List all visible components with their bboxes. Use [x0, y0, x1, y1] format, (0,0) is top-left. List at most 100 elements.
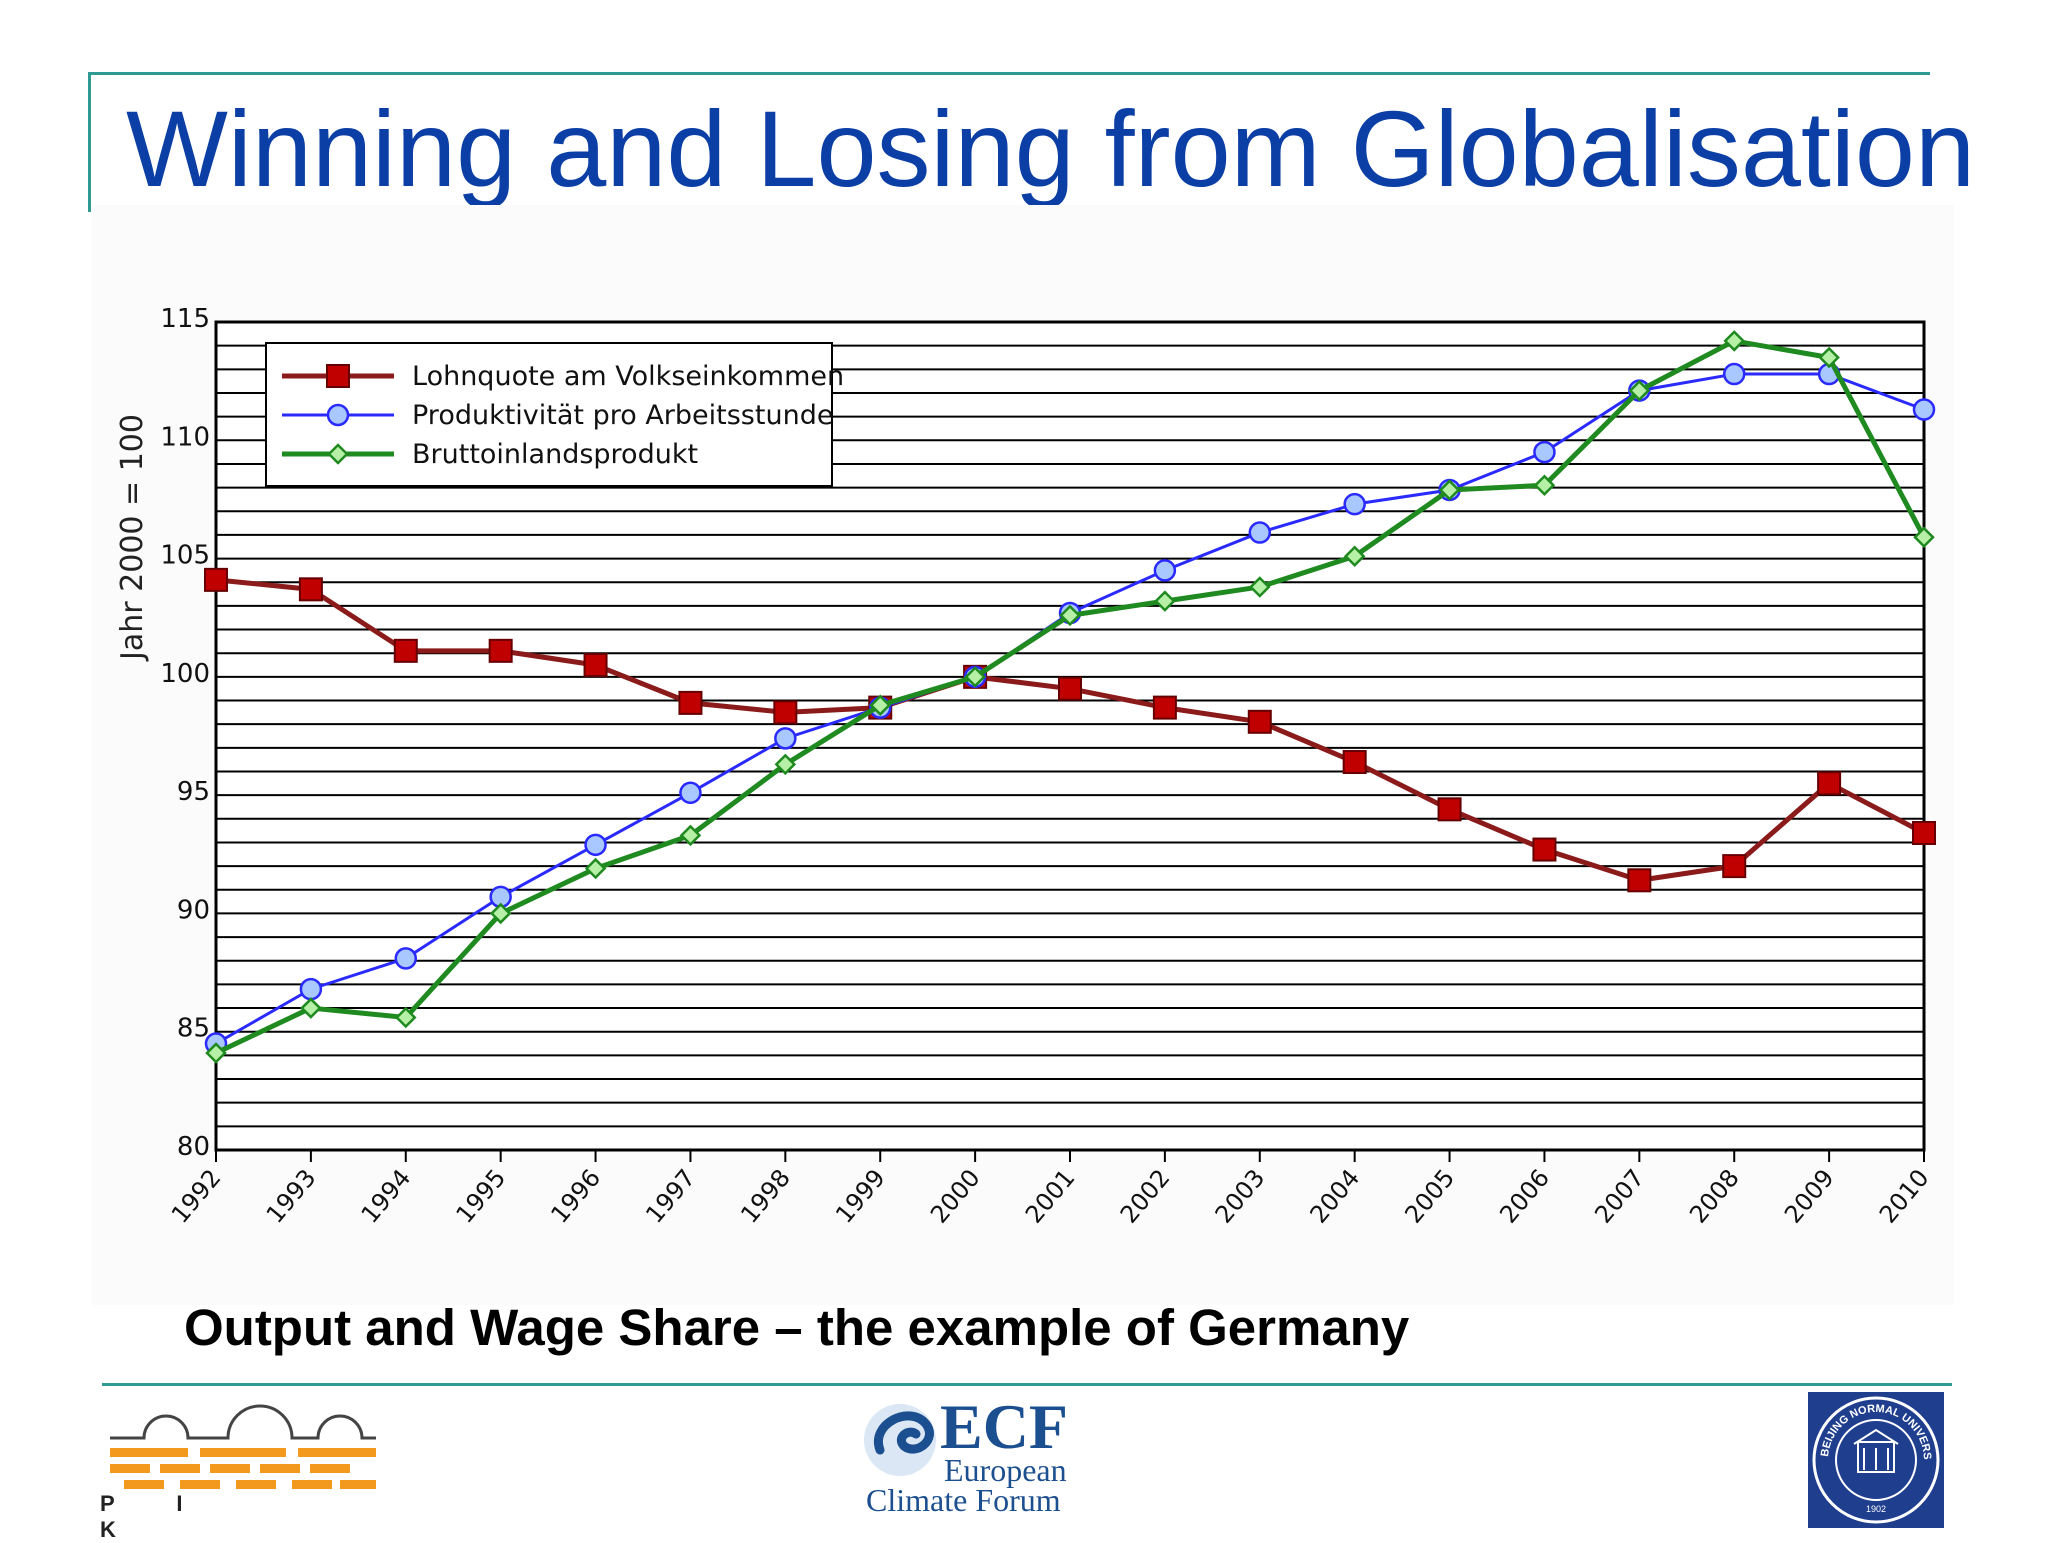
y-tick-label: 80 — [177, 1132, 210, 1162]
data-point-square — [326, 364, 350, 388]
x-tick-label: 2004 — [1305, 1164, 1366, 1229]
x-tick-label: 1993 — [261, 1164, 322, 1229]
bnu-year: 1902 — [1866, 1504, 1886, 1514]
data-point-square — [1247, 709, 1272, 734]
data-point-square — [488, 638, 513, 663]
x-tick-label: 1999 — [830, 1164, 891, 1229]
x-tick-label: 2001 — [1020, 1164, 1081, 1229]
ecf-name-line2: Climate Forum — [866, 1482, 1061, 1518]
data-point-diamond — [1533, 474, 1556, 497]
data-point-square — [1532, 837, 1557, 862]
x-tick-label: 1995 — [451, 1164, 512, 1229]
data-point-diamond — [679, 824, 702, 847]
data-point-square — [1722, 854, 1747, 879]
data-point-diamond — [1059, 604, 1081, 627]
x-tick-label: 2003 — [1210, 1164, 1271, 1229]
data-point-square — [1058, 676, 1082, 701]
data-point-square — [583, 653, 608, 678]
data-point-diamond — [1818, 346, 1840, 369]
series-2 — [205, 330, 1935, 1064]
data-point-circle — [774, 727, 797, 750]
x-tick-label: 1997 — [640, 1164, 701, 1229]
data-point-diamond — [1913, 526, 1935, 549]
data-point-circle — [394, 947, 418, 970]
data-point-square — [1912, 820, 1936, 845]
pik-label: P I K — [100, 1491, 211, 1542]
data-point-square — [1817, 771, 1842, 796]
x-tick-label: 2010 — [1874, 1164, 1935, 1229]
x-tick-label: 2000 — [925, 1164, 986, 1229]
data-point-diamond — [1343, 545, 1366, 567]
data-point-circle — [326, 403, 350, 427]
title-side-rule — [88, 72, 91, 212]
data-point-circle — [584, 833, 607, 857]
data-point-diamond — [205, 1042, 227, 1064]
series — [204, 330, 1936, 1064]
y-tick-label: 115 — [160, 304, 210, 334]
data-point-diamond — [869, 694, 891, 717]
x-tick-label: 1996 — [545, 1164, 606, 1229]
x-tick-label: 1994 — [356, 1164, 417, 1229]
data-point-diamond — [584, 857, 607, 880]
title-top-rule — [88, 72, 1930, 75]
data-point-diamond — [1438, 479, 1461, 501]
data-point-square — [1342, 750, 1367, 775]
ecf-abbr: ECF — [940, 1391, 1068, 1462]
data-point-square — [298, 577, 323, 602]
data-point-diamond — [1723, 330, 1745, 352]
ecf-swirl-icon — [864, 1404, 936, 1476]
chart-panel: 80 85 90 95 100 105 110 115 Jahr 2000 = 100 1992 1… — [92, 205, 1954, 1305]
data-point-square — [393, 638, 418, 663]
ecf-name-line1: European — [944, 1452, 1067, 1488]
slide-title: Winning and Losing from Globalisation — [126, 88, 1976, 209]
data-point-circle — [1153, 559, 1177, 582]
y-tick-label: 110 — [160, 422, 210, 452]
data-point-diamond — [327, 443, 349, 465]
x-tick-label: 2008 — [1684, 1164, 1745, 1229]
data-point-diamond — [300, 997, 322, 1019]
y-tick-label: 100 — [160, 659, 210, 689]
bnu-seal-icon: BEIJING NORMAL UNIVERSITY 1902 — [1808, 1392, 1944, 1528]
data-point-diamond — [1249, 576, 1271, 598]
data-point-diamond — [489, 902, 512, 925]
data-point-diamond — [1628, 379, 1651, 402]
x-tick-label: 2006 — [1494, 1164, 1555, 1229]
legend-label: Bruttoinlandsprodukt — [412, 439, 698, 470]
y-tick-label: 90 — [177, 895, 210, 925]
data-point-square — [1437, 797, 1462, 822]
data-point-square — [204, 567, 228, 592]
data-point-circle — [1912, 398, 1936, 421]
y-tick-label: 95 — [177, 777, 210, 807]
x-tick-label: 2007 — [1589, 1164, 1650, 1229]
data-point-square — [1627, 868, 1652, 893]
data-point-circle — [299, 977, 323, 1001]
chart-subtitle: Output and Wage Share – the example of G… — [184, 1299, 1410, 1356]
data-point-circle — [1248, 521, 1272, 544]
x-tick-label: 1998 — [735, 1164, 796, 1229]
x-tick-label: 2005 — [1399, 1164, 1460, 1229]
footer-rule — [102, 1383, 1952, 1386]
data-point-circle — [1722, 362, 1746, 386]
legend: Lohnquote am Volkseinkommen Produktivität… — [265, 342, 844, 487]
data-point-square — [678, 690, 703, 715]
y-tick-label: 105 — [160, 541, 210, 571]
line-chart: 80 85 90 95 100 105 110 115 Jahr 2000 = 100 1992 1… — [115, 304, 1936, 1229]
series-0 — [204, 567, 1936, 893]
data-point-diamond — [774, 753, 797, 776]
legend-label: Produktivität pro Arbeitsstunde — [412, 400, 833, 431]
data-point-circle — [1533, 440, 1556, 464]
x-tick-label: 1992 — [166, 1164, 227, 1229]
data-point-diamond — [1154, 590, 1176, 612]
data-point-circle — [679, 781, 702, 805]
legend-label: Lohnquote am Volkseinkommen — [412, 361, 844, 392]
x-tick-label: 2009 — [1779, 1164, 1840, 1229]
data-point-diamond — [395, 1006, 417, 1029]
data-point-circle — [1343, 492, 1366, 516]
data-point-square — [1152, 695, 1177, 720]
data-point-square — [773, 700, 798, 725]
data-point-diamond — [964, 666, 986, 688]
y-axis-label: Jahr 2000 = 100 — [115, 414, 150, 662]
pik-logo — [110, 1404, 376, 1489]
y-tick-label: 85 — [177, 1014, 210, 1044]
x-tick-label: 2002 — [1115, 1164, 1176, 1229]
